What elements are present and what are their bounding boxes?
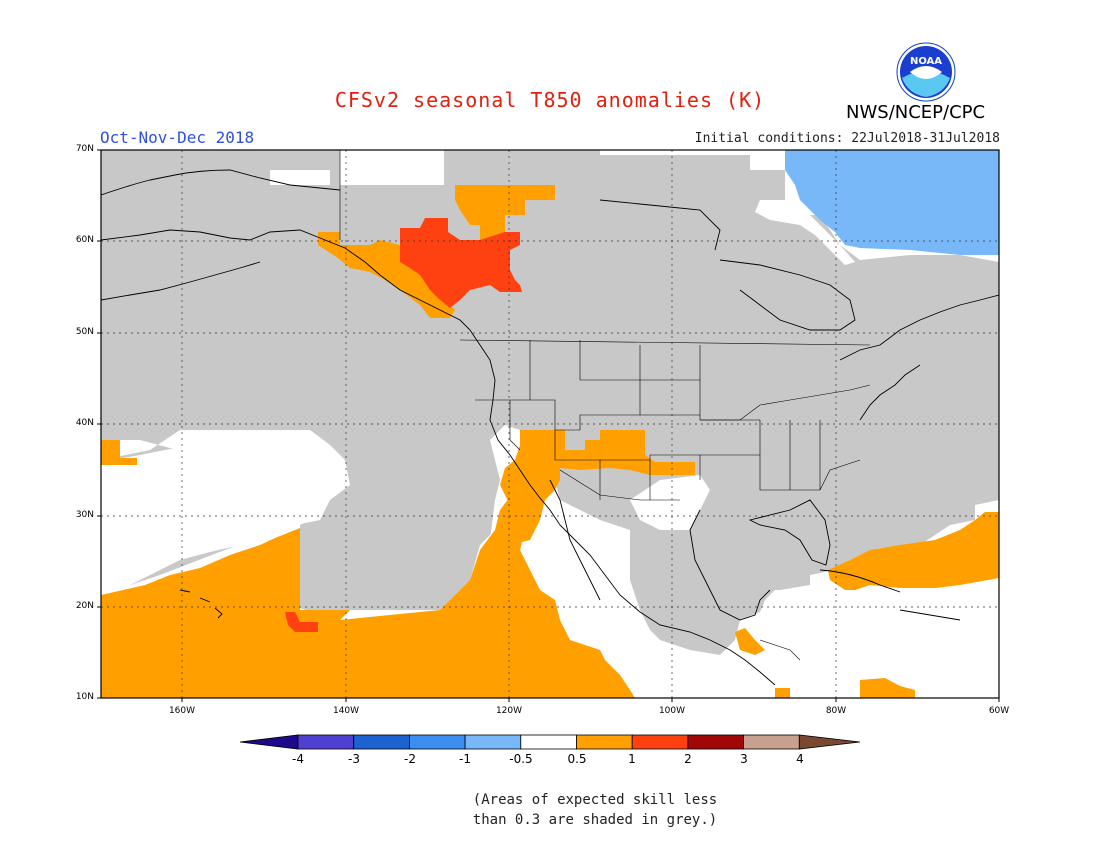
anomaly-map xyxy=(97,149,1000,702)
agency-label: NWS/NCEP/CPC xyxy=(846,102,986,123)
colorbar-tick: -0.5 xyxy=(509,752,533,766)
colorbar-tick: 2 xyxy=(684,752,692,766)
colorbar-tick: 4 xyxy=(796,752,804,766)
footnote-line-1: (Areas of expected skill less xyxy=(472,792,718,808)
political-borders xyxy=(339,150,871,661)
colorbar-tick: -3 xyxy=(348,752,360,766)
lon-label-100w: 100W xyxy=(658,706,686,716)
colorbar-segment xyxy=(239,734,299,750)
colorbar-segment xyxy=(520,734,577,750)
negative-anomaly-region xyxy=(785,150,999,255)
lon-label-60w: 60W xyxy=(988,706,1010,716)
graticule xyxy=(101,150,999,698)
colorbar-tick: -4 xyxy=(292,752,304,766)
colorbar-segment xyxy=(798,734,861,750)
colorbar-segment xyxy=(464,734,522,750)
noaa-logo: NOAA xyxy=(896,42,956,102)
positive-anomaly-regions xyxy=(101,185,999,698)
strong-positive-anomaly-regions xyxy=(285,218,522,632)
colorbar-segment xyxy=(687,734,745,750)
lon-label-120w: 120W xyxy=(495,706,523,716)
lat-label-10n: 10N xyxy=(75,692,94,702)
coastlines xyxy=(101,169,999,686)
lat-label-60n: 60N xyxy=(75,235,94,245)
colorbar-tick: 0.5 xyxy=(567,752,587,766)
lon-label-140w: 140W xyxy=(332,706,360,716)
map-title: CFSv2 seasonal T850 anomalies (K) xyxy=(334,88,766,112)
logo-text: NOAA xyxy=(910,56,942,67)
lat-label-30n: 30N xyxy=(75,510,94,520)
colorbar-segment xyxy=(576,734,633,750)
initial-conditions: Initial conditions: 22Jul2018-31Jul2018 xyxy=(694,131,1000,146)
lat-label-40n: 40N xyxy=(75,418,94,428)
axis-ticks xyxy=(97,149,1000,702)
forecast-period: Oct-Nov-Dec 2018 xyxy=(100,128,255,147)
lat-label-50n: 50N xyxy=(75,327,94,337)
colorbar-segment xyxy=(353,734,410,750)
colorbar-tick: -2 xyxy=(404,752,416,766)
lon-label-160w: 160W xyxy=(168,706,196,716)
colorbar-tick: 1 xyxy=(628,752,636,766)
colorbar-segment xyxy=(408,734,466,750)
colorbar-segment xyxy=(297,734,355,750)
colorbar-segment xyxy=(743,734,800,750)
footnote-line-2: than 0.3 are shaded in grey.) xyxy=(472,812,718,828)
colorbar xyxy=(239,734,861,750)
colorbar-tick: -1 xyxy=(459,752,471,766)
lat-label-20n: 20N xyxy=(75,601,94,611)
lon-label-80w: 80W xyxy=(825,706,847,716)
colorbar-segment xyxy=(631,734,689,750)
lat-label-70n: 70N xyxy=(75,144,94,154)
colorbar-tick: 3 xyxy=(740,752,748,766)
footnote: (Areas of expected skill less than 0.3 a… xyxy=(0,790,1100,830)
